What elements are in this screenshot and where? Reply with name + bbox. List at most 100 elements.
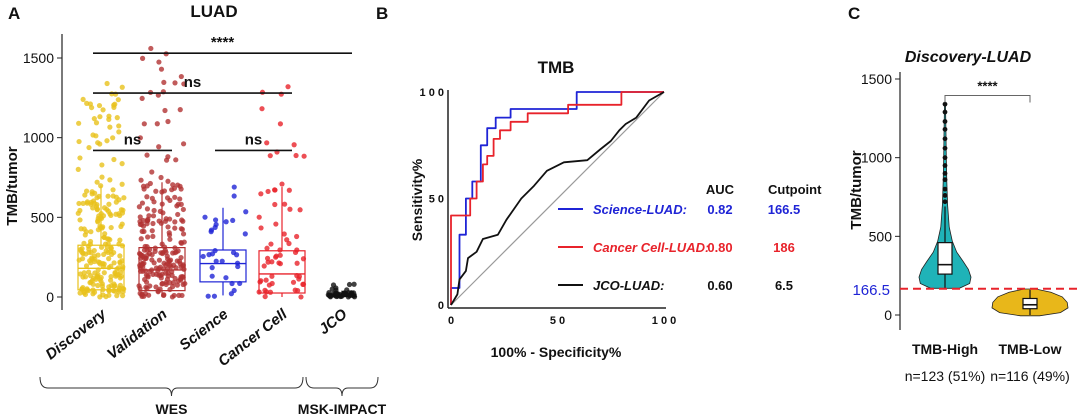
a-data-point — [294, 260, 300, 266]
a-data-point — [94, 179, 100, 185]
a-data-point — [147, 268, 153, 275]
a-data-point — [161, 292, 167, 298]
a-data-point — [175, 201, 181, 207]
a-data-point — [83, 263, 90, 269]
a-data-point — [178, 277, 184, 283]
a-data-point — [142, 243, 148, 250]
a-data-point — [261, 263, 267, 269]
legend-cutpoint-value: 6.5 — [775, 278, 793, 293]
a-comparison-label: **** — [211, 34, 235, 51]
panel-c-title: Discovery-LUAD — [905, 49, 1032, 66]
a-data-point — [209, 273, 215, 279]
a-data-point — [264, 245, 270, 251]
a-data-point — [119, 181, 125, 187]
a-data-point — [265, 259, 271, 265]
a-data-point — [277, 121, 284, 127]
a-x-tick-label: Science — [176, 306, 231, 354]
a-data-point — [106, 116, 112, 122]
a-data-point — [170, 250, 176, 256]
a-data-point — [333, 290, 339, 296]
a-data-point — [150, 220, 156, 227]
a-data-point — [144, 247, 150, 253]
a-data-point — [242, 231, 248, 237]
a-data-point — [179, 292, 185, 299]
a-data-point — [179, 217, 185, 223]
roc-curve-science — [450, 91, 664, 305]
a-data-point — [105, 193, 111, 199]
a-data-point — [151, 199, 157, 205]
panel-b: B TMB Sensitivity% 100% - Specificity% 0… — [376, 4, 822, 360]
a-data-point — [162, 218, 169, 224]
panel-c-y-axis-label: TMB/tumor — [848, 150, 865, 229]
a-data-point — [267, 289, 274, 295]
a-data-point — [110, 187, 116, 193]
panel-a-y-ticks: 0 500 1000 1500 — [23, 50, 62, 305]
a-data-point — [80, 250, 86, 256]
a-data-point — [87, 273, 94, 279]
a-data-point — [165, 118, 171, 125]
a-data-point — [177, 196, 183, 202]
legend-series-name: Cancer Cell-LUAD: — [593, 240, 709, 255]
a-data-point — [155, 289, 161, 295]
panel-a-comparisons: **** ns ns ns — [93, 34, 352, 152]
a-data-point — [277, 252, 283, 258]
a-data-point — [91, 116, 97, 122]
a-data-point — [163, 270, 169, 276]
a-data-point — [293, 152, 299, 159]
a-data-point — [286, 240, 292, 247]
a-data-point — [94, 195, 100, 201]
a-data-point — [95, 267, 101, 273]
a-data-point — [149, 228, 155, 234]
a-data-point — [148, 45, 154, 52]
c-y-tick-label: 1500 — [861, 71, 892, 87]
c-outlier-point — [942, 145, 948, 151]
a-data-point — [105, 208, 111, 214]
a-data-point — [267, 153, 273, 159]
a-data-point — [172, 225, 178, 231]
a-data-point — [160, 266, 167, 272]
a-data-point — [76, 257, 82, 263]
a-data-point — [178, 186, 184, 192]
a-data-point — [180, 206, 186, 213]
a-data-point — [106, 256, 112, 262]
a-data-point — [145, 216, 151, 222]
a-data-point — [223, 275, 229, 281]
a-data-point — [243, 209, 249, 215]
b-x-tick-label: 0 — [448, 315, 454, 327]
a-data-point — [116, 129, 122, 135]
a-group-label: WES — [156, 401, 188, 417]
a-data-point — [172, 80, 178, 86]
a-data-point — [231, 287, 237, 294]
a-data-point — [93, 276, 99, 282]
b-x-tick-label: 1 0 0 — [652, 315, 676, 327]
a-data-point — [258, 225, 264, 231]
a-data-point — [141, 121, 147, 127]
c-outlier-point — [942, 109, 948, 115]
a-data-point — [161, 188, 168, 194]
a-data-point — [230, 217, 236, 224]
a-data-point — [145, 234, 151, 240]
a-data-point — [99, 283, 105, 289]
a-data-point — [95, 219, 101, 225]
a-data-point — [114, 293, 120, 299]
roc-curve-cancer-cell — [450, 91, 664, 305]
a-data-point — [150, 213, 157, 219]
a-data-point — [139, 200, 146, 206]
a-data-point — [93, 120, 100, 126]
a-data-point — [200, 253, 206, 260]
a-data-point — [209, 265, 215, 271]
a-data-point — [164, 195, 171, 201]
a-data-point — [84, 199, 90, 205]
a-data-point — [281, 231, 287, 237]
panel-c-violins — [918, 101, 1069, 317]
a-data-point — [150, 233, 156, 239]
a-data-point — [159, 201, 165, 207]
a-data-point — [88, 199, 94, 205]
a-data-point — [285, 84, 291, 90]
panel-a: A LUAD TMB/tumor 0 500 1000 1500 **** ns ns ns… — [4, 2, 387, 417]
a-data-point — [84, 286, 90, 292]
a-data-point — [172, 194, 178, 200]
a-data-point — [107, 124, 113, 130]
a-data-point — [147, 180, 153, 187]
a-data-point — [231, 184, 237, 190]
